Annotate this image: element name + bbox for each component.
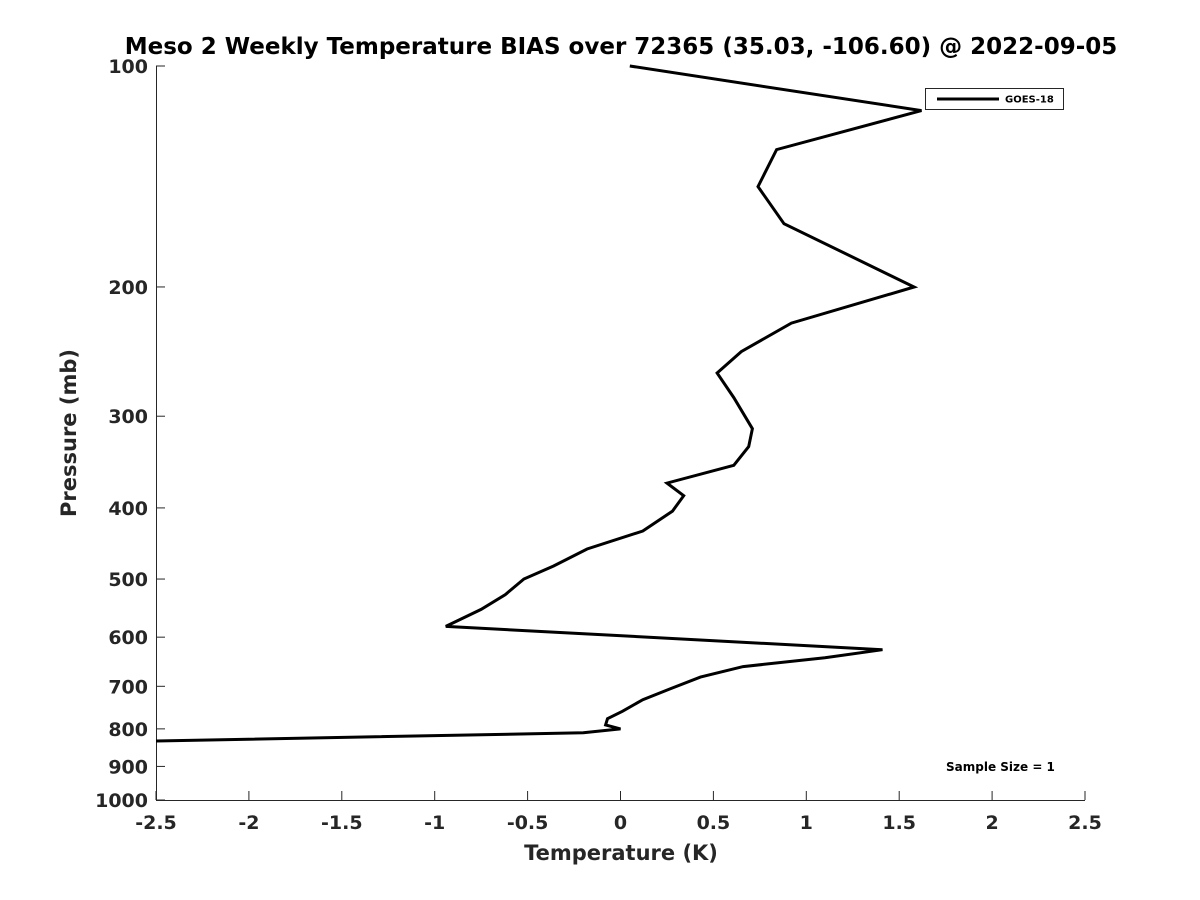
x-axis-label: Temperature (K) — [524, 841, 718, 865]
x-tick-label: 2.5 — [1068, 812, 1102, 834]
x-tick-label: -1 — [424, 812, 445, 834]
y-tick-label: 1000 — [95, 790, 148, 812]
x-tick-label: 1.5 — [882, 812, 916, 834]
y-tick-label: 500 — [108, 569, 148, 591]
y-tick-label: 100 — [108, 56, 148, 78]
series-line-goes-18 — [155, 64, 922, 743]
y-tick-label: 700 — [108, 676, 148, 698]
x-tick-label: -1.5 — [321, 812, 363, 834]
x-tick-label: 0.5 — [697, 812, 731, 834]
y-tick-label: 200 — [108, 277, 148, 299]
y-tick-label: 800 — [108, 719, 148, 741]
legend-label: GOES-18 — [1005, 95, 1054, 106]
y-tick-label: 900 — [108, 756, 148, 778]
x-tick-label: -0.5 — [507, 812, 549, 834]
y-axis-ticks: 100 200 300 400 500 600 700 800 900 1000 — [95, 56, 165, 812]
legend: GOES-18 — [925, 88, 1064, 110]
y-tick-label: 300 — [108, 406, 148, 428]
x-tick-label: 1 — [800, 812, 813, 834]
x-axis-ticks: -2.5 -2 -1.5 -1 -0.5 0 0.5 1 1.5 2 2.5 — [135, 791, 1102, 834]
x-tick-label: -2.5 — [135, 812, 177, 834]
chart-title: Meso 2 Weekly Temperature BIAS over 7236… — [125, 34, 1118, 60]
x-tick-label: -2 — [238, 812, 259, 834]
sample-size-annotation: Sample Size = 1 — [946, 760, 1055, 774]
x-tick-label: 2 — [985, 812, 998, 834]
y-tick-label: 400 — [108, 498, 148, 520]
y-axis-label: Pressure (mb) — [57, 349, 81, 517]
y-tick-label: 600 — [108, 627, 148, 649]
x-tick-label: 0 — [614, 812, 627, 834]
